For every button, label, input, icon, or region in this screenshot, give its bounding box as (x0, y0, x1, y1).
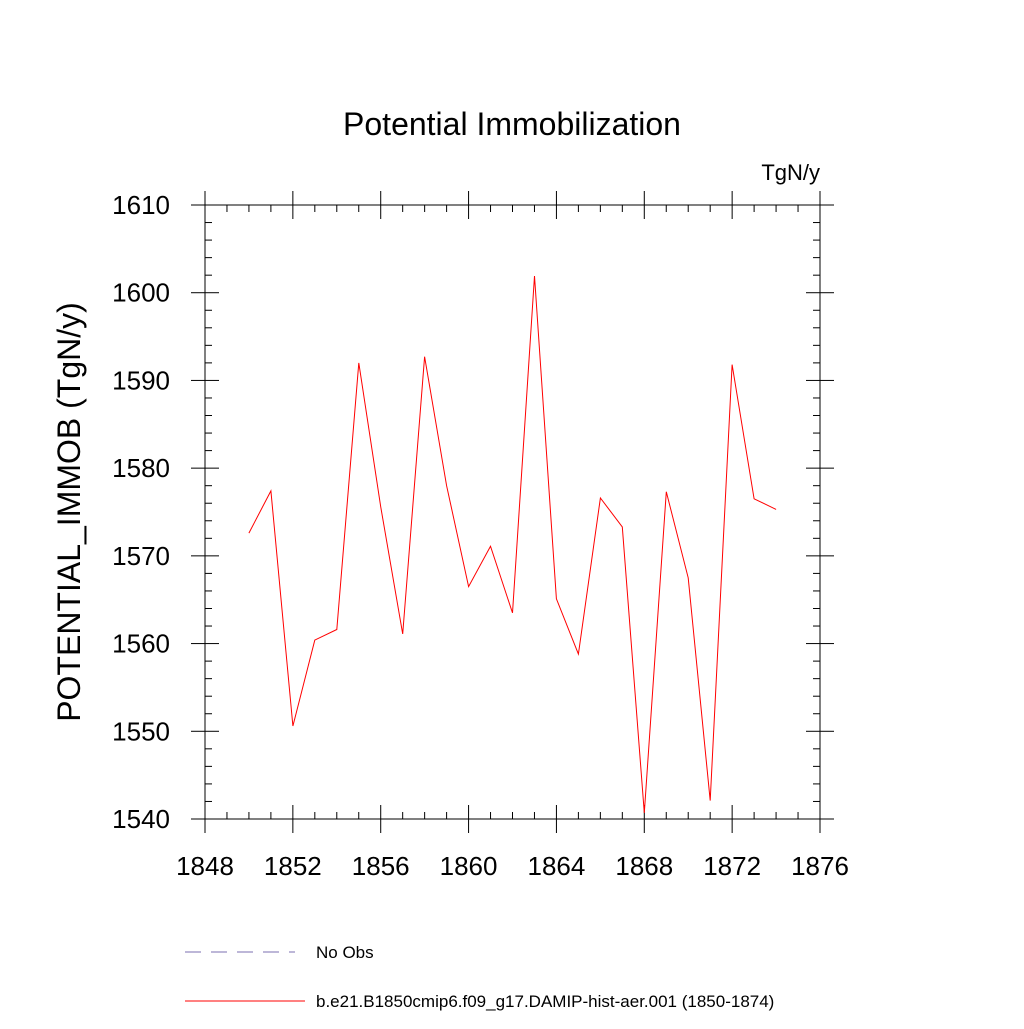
series-line (248, 275, 777, 813)
x-tick-label: 1856 (352, 851, 410, 881)
y-tick-label: 1550 (112, 716, 170, 746)
legend-label: No Obs (316, 943, 374, 962)
x-tick-label: 1848 (176, 851, 234, 881)
tick-labels: 1848 1852 1856 1860 1864 1868 1872 1876 1540 1550… (112, 190, 849, 881)
legend: No Obs b.e21.B1850cmip6.f09_g17.DAMIP-his… (185, 943, 774, 1011)
x-tick-label: 1876 (791, 851, 849, 881)
y-tick-label: 1580 (112, 453, 170, 483)
x-tick-label: 1864 (528, 851, 586, 881)
y-tick-label: 1540 (112, 804, 170, 834)
x-tick-label: 1868 (615, 851, 673, 881)
y-tick-label: 1600 (112, 278, 170, 308)
chart-title: Potential Immobilization (343, 106, 681, 142)
y-tick-label: 1560 (112, 629, 170, 659)
plot-frame (204, 204, 821, 820)
x-tick-label: 1852 (264, 851, 322, 881)
legend-label: b.e21.B1850cmip6.f09_g17.DAMIP-hist-aer.… (316, 992, 774, 1011)
units-label: TgN/y (761, 160, 820, 185)
axis-ticks (191, 191, 834, 833)
x-tick-label: 1860 (440, 851, 498, 881)
y-tick-label: 1570 (112, 541, 170, 571)
series-layer (248, 275, 777, 813)
x-tick-label: 1872 (703, 851, 761, 881)
y-axis-label: POTENTIAL_IMMOB (TgN/y) (51, 302, 87, 722)
y-tick-label: 1610 (112, 190, 170, 220)
y-tick-label: 1590 (112, 365, 170, 395)
